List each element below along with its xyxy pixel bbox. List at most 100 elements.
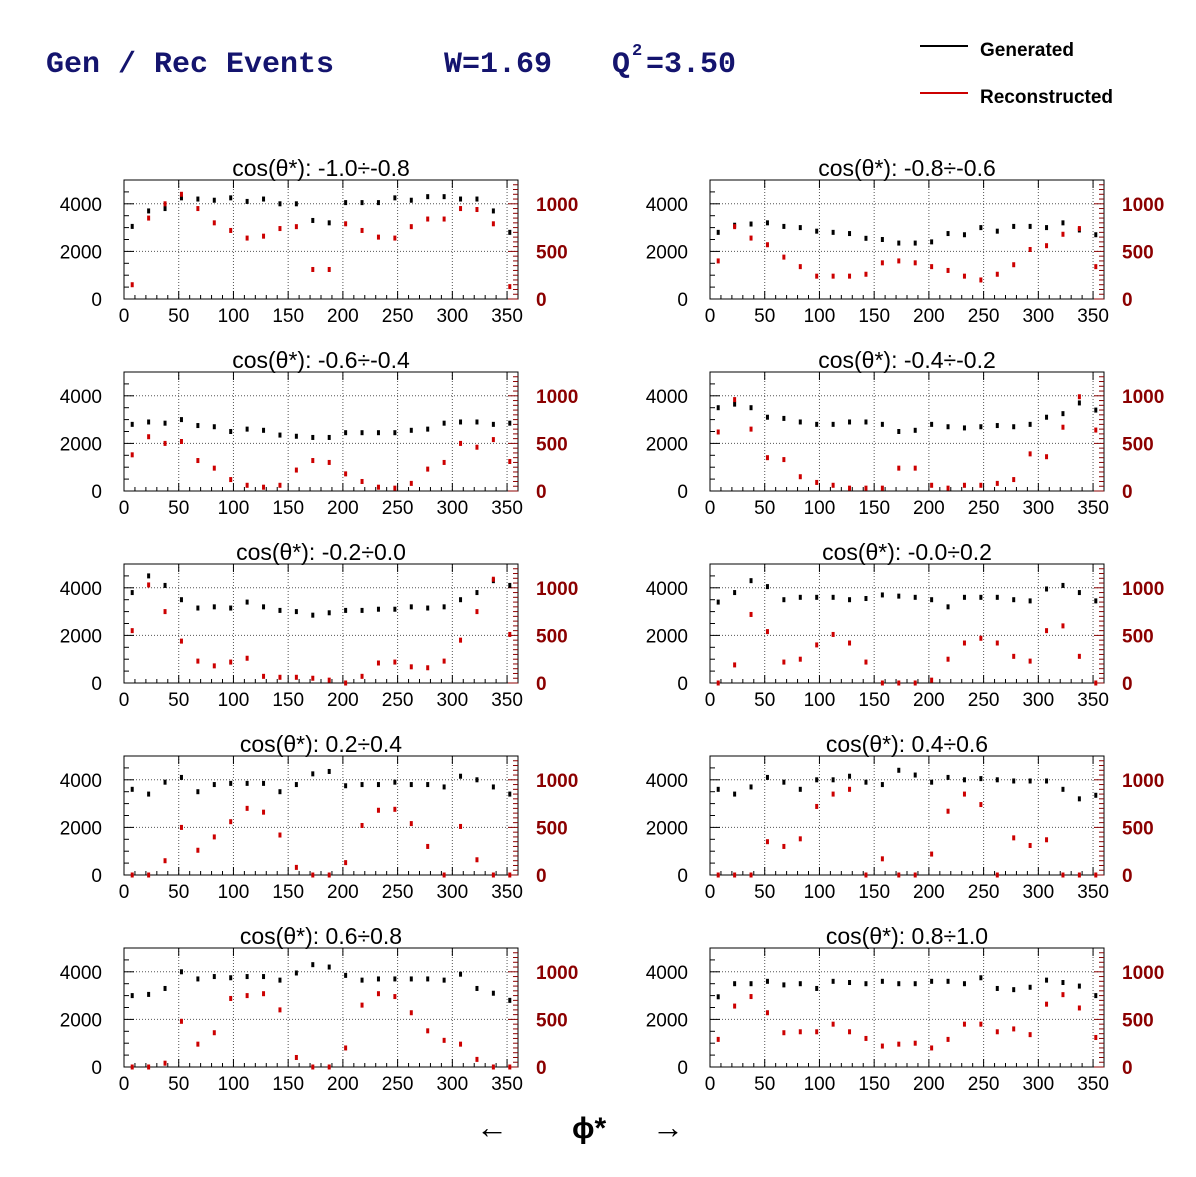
reconstructed-point bbox=[1045, 837, 1049, 843]
generated-point bbox=[130, 993, 134, 999]
reconstructed-point bbox=[831, 482, 835, 488]
generated-point bbox=[1012, 424, 1016, 430]
panel-title: cos(θ*): -0.6÷-0.4 bbox=[232, 347, 410, 373]
reconstructed-point bbox=[130, 282, 134, 288]
reconstructed-point bbox=[962, 640, 966, 646]
reconstructed-point bbox=[426, 466, 430, 472]
generated-point bbox=[229, 780, 233, 786]
generated-point bbox=[782, 223, 786, 229]
reconstructed-point bbox=[147, 582, 151, 588]
panel-4: 0 50 100 150 200 250 300 350 0 2000 4000 0 500 1000 co… bbox=[646, 347, 1165, 519]
generated-point bbox=[147, 791, 151, 797]
x-tick-label: 100 bbox=[218, 306, 250, 327]
x-tick-label: 200 bbox=[913, 498, 945, 519]
generated-point bbox=[294, 201, 298, 207]
y-right-tick-label: 500 bbox=[1122, 242, 1154, 263]
panel-title: cos(θ*): -0.0÷0.2 bbox=[822, 539, 992, 565]
generated-point bbox=[426, 976, 430, 982]
reconstructed-point bbox=[716, 1036, 720, 1042]
y-right-tick-label: 1000 bbox=[536, 771, 578, 792]
generated-point bbox=[946, 774, 950, 780]
y-right-tick-label: 500 bbox=[536, 242, 568, 263]
reconstructed-point bbox=[864, 872, 868, 878]
x-tick-label: 200 bbox=[913, 306, 945, 327]
reconstructed-point bbox=[163, 1060, 167, 1066]
reconstructed-point bbox=[1012, 653, 1016, 659]
reconstructed-point bbox=[491, 872, 495, 878]
reconstructed-point bbox=[278, 832, 282, 838]
reconstructed-point bbox=[1094, 1034, 1098, 1040]
generated-point bbox=[163, 779, 167, 785]
x-tick-label: 250 bbox=[968, 882, 1000, 903]
reconstructed-point bbox=[946, 656, 950, 662]
legend-label-reconstructed: Reconstructed bbox=[980, 87, 1113, 108]
reconstructed-point bbox=[229, 477, 233, 483]
reconstructed-point bbox=[765, 839, 769, 845]
reconstructed-point bbox=[880, 1043, 884, 1049]
reconstructed-point bbox=[782, 457, 786, 463]
generated-point bbox=[864, 419, 868, 425]
y-left-tick-label: 0 bbox=[677, 290, 688, 311]
x-tick-label: 0 bbox=[705, 882, 716, 903]
generated-point bbox=[442, 194, 446, 200]
x-tick-label: 50 bbox=[754, 498, 775, 519]
generated-point bbox=[1077, 796, 1081, 802]
x-tick-label: 150 bbox=[858, 498, 890, 519]
generated-point bbox=[1061, 411, 1065, 417]
x-tick-label: 350 bbox=[491, 882, 523, 903]
x-tick-label: 50 bbox=[168, 882, 189, 903]
reconstructed-point bbox=[130, 872, 134, 878]
reconstructed-point bbox=[798, 474, 802, 480]
reconstructed-point bbox=[327, 872, 331, 878]
reconstructed-point bbox=[508, 1064, 512, 1070]
reconstructed-point bbox=[360, 673, 364, 679]
reconstructed-point bbox=[1045, 628, 1049, 634]
generated-point bbox=[491, 421, 495, 427]
generated-point bbox=[880, 782, 884, 788]
panel-6: 0 50 100 150 200 250 300 350 0 2000 4000 0 500 1000 co… bbox=[646, 539, 1165, 711]
reconstructed-point bbox=[130, 452, 134, 458]
header-w-label: W=1.69 bbox=[444, 48, 552, 82]
reconstructed-point bbox=[962, 791, 966, 797]
reconstructed-point bbox=[930, 1045, 934, 1051]
reconstructed-point bbox=[163, 609, 167, 615]
x-tick-label: 250 bbox=[382, 498, 414, 519]
reconstructed-point bbox=[1094, 264, 1098, 270]
generated-point bbox=[831, 421, 835, 427]
generated-point bbox=[491, 990, 495, 996]
x-tick-label: 200 bbox=[327, 690, 359, 711]
generated-point bbox=[311, 771, 315, 777]
y-left-tick-label: 4000 bbox=[646, 579, 688, 600]
reconstructed-point bbox=[311, 266, 315, 272]
x-tick-label: 350 bbox=[491, 306, 523, 327]
x-tick-label: 300 bbox=[436, 1074, 468, 1095]
generated-point bbox=[913, 594, 917, 600]
generated-point bbox=[979, 424, 983, 430]
reconstructed-point bbox=[749, 611, 753, 617]
generated-point bbox=[409, 197, 413, 203]
reconstructed-point bbox=[130, 1064, 134, 1070]
generated-point bbox=[733, 791, 737, 797]
x-tick-label: 350 bbox=[1077, 690, 1109, 711]
y-right-tick-label: 500 bbox=[536, 626, 568, 647]
x-tick-label: 50 bbox=[168, 498, 189, 519]
x-tick-label: 150 bbox=[272, 1074, 304, 1095]
reconstructed-point bbox=[716, 680, 720, 686]
generated-point bbox=[897, 981, 901, 987]
generated-point bbox=[946, 978, 950, 984]
generated-point bbox=[311, 612, 315, 618]
generated-point bbox=[848, 980, 852, 986]
generated-point bbox=[459, 971, 463, 977]
generated-point bbox=[475, 419, 479, 425]
generated-point bbox=[880, 978, 884, 984]
legend-label-generated: Generated bbox=[980, 40, 1074, 61]
reconstructed-point bbox=[344, 471, 348, 477]
reconstructed-point bbox=[311, 872, 315, 878]
reconstructed-point bbox=[897, 258, 901, 264]
generated-point bbox=[798, 419, 802, 425]
generated-point bbox=[311, 434, 315, 440]
generated-point bbox=[344, 607, 348, 613]
generated-point bbox=[930, 597, 934, 603]
reconstructed-point bbox=[196, 658, 200, 664]
y-right-tick-label: 500 bbox=[536, 818, 568, 839]
